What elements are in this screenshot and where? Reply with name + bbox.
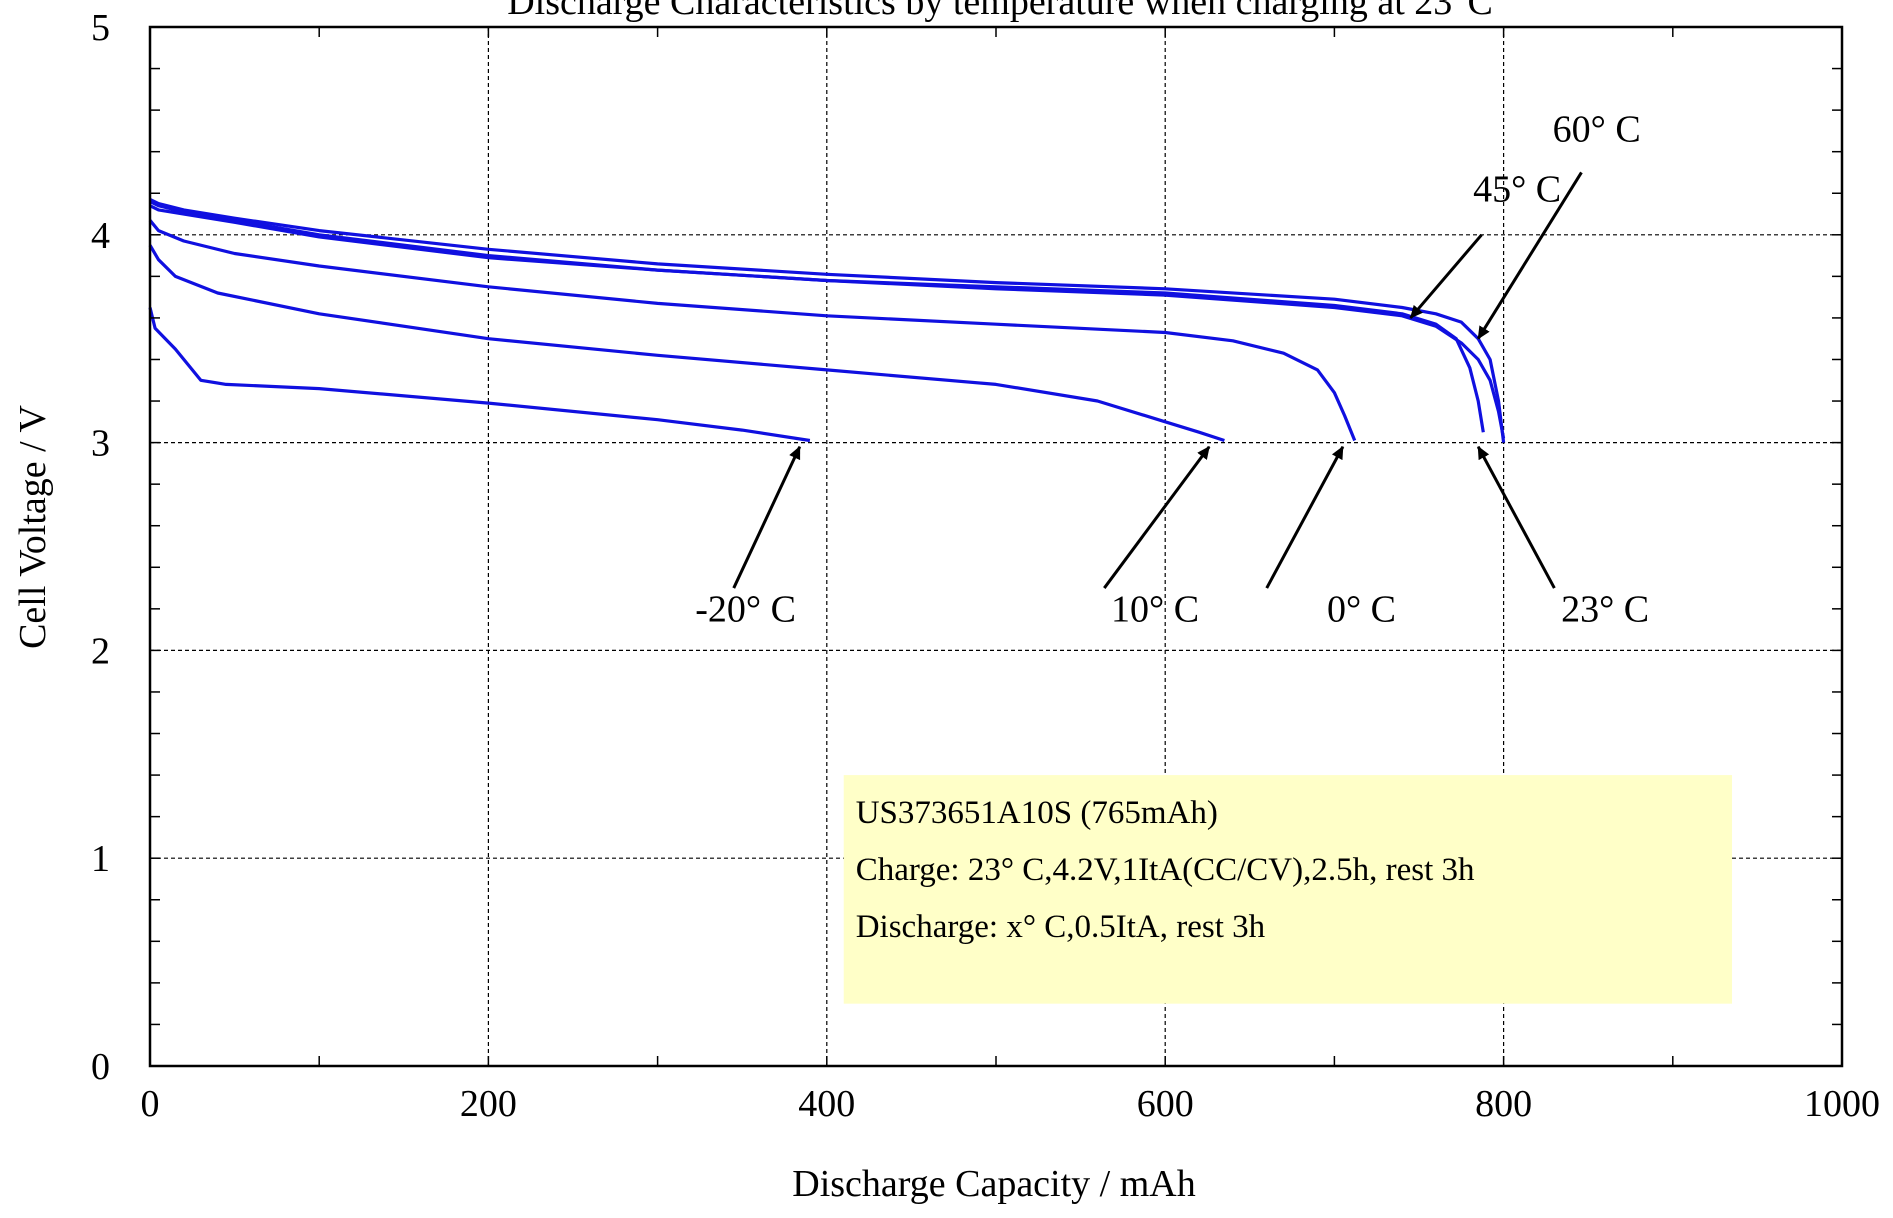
info-box-line: US373651A10S (765mAh) xyxy=(856,795,1218,831)
y-tick-label: 4 xyxy=(91,215,110,257)
y-tick-label: 0 xyxy=(91,1046,110,1088)
annotation-arrow xyxy=(1409,233,1483,319)
info-box: US373651A10S (765mAh) Charge: 23° C,4.2V,… xyxy=(843,775,1733,1004)
annotation-label: -20° C xyxy=(695,588,796,630)
info-box-line: Charge: 23° C,4.2V,1ItA(CC/CV),2.5h, res… xyxy=(856,852,1475,888)
x-tick-label: 1000 xyxy=(1804,1083,1880,1125)
axes: 0 200 400 600 800 1000 0 1 2 3 4 5 xyxy=(91,7,1880,1125)
chart-title: Discharge Characteristics by temperature… xyxy=(507,0,1493,23)
x-tick-label: 400 xyxy=(798,1083,855,1125)
y-tick-label: 2 xyxy=(91,630,110,672)
annotation-label: 10° C xyxy=(1111,588,1199,630)
series-line xyxy=(148,219,1357,442)
series-line xyxy=(149,200,1485,433)
annotation-arrow xyxy=(1265,445,1345,589)
temperature-annotations: 60° C 45° C -20° C 10° C 0° C 23° C xyxy=(695,108,1649,630)
annotation-arrow xyxy=(1476,445,1556,589)
series-line xyxy=(148,244,1225,443)
y-axis-label: Cell Voltage / V xyxy=(12,405,54,649)
annotation-label: 45° C xyxy=(1473,169,1561,211)
annotation-label: 0° C xyxy=(1327,588,1396,630)
annotation-label: 60° C xyxy=(1553,108,1641,150)
x-tick-label: 600 xyxy=(1137,1083,1194,1125)
annotation-arrow xyxy=(1476,171,1583,340)
info-box-background xyxy=(843,775,1733,1004)
series-lines xyxy=(148,198,1506,443)
info-box-line: Discharge: x° C,0.5ItA, rest 3h xyxy=(856,909,1266,945)
y-tick-label: 1 xyxy=(91,838,110,880)
annotation-label: 23° C xyxy=(1561,588,1649,630)
y-tick-label: 3 xyxy=(91,423,110,465)
x-tick-label: 0 xyxy=(141,1083,160,1125)
series-line xyxy=(148,307,811,443)
x-tick-label: 800 xyxy=(1475,1083,1532,1125)
y-tick-label: 5 xyxy=(91,7,110,49)
series-line xyxy=(149,204,1506,439)
series-line xyxy=(149,198,1506,443)
annotation-arrow xyxy=(732,445,802,589)
x-tick-label: 200 xyxy=(460,1083,517,1125)
annotation-arrow xyxy=(1103,445,1211,589)
x-axis-label: Discharge Capacity / mAh xyxy=(792,1163,1195,1205)
